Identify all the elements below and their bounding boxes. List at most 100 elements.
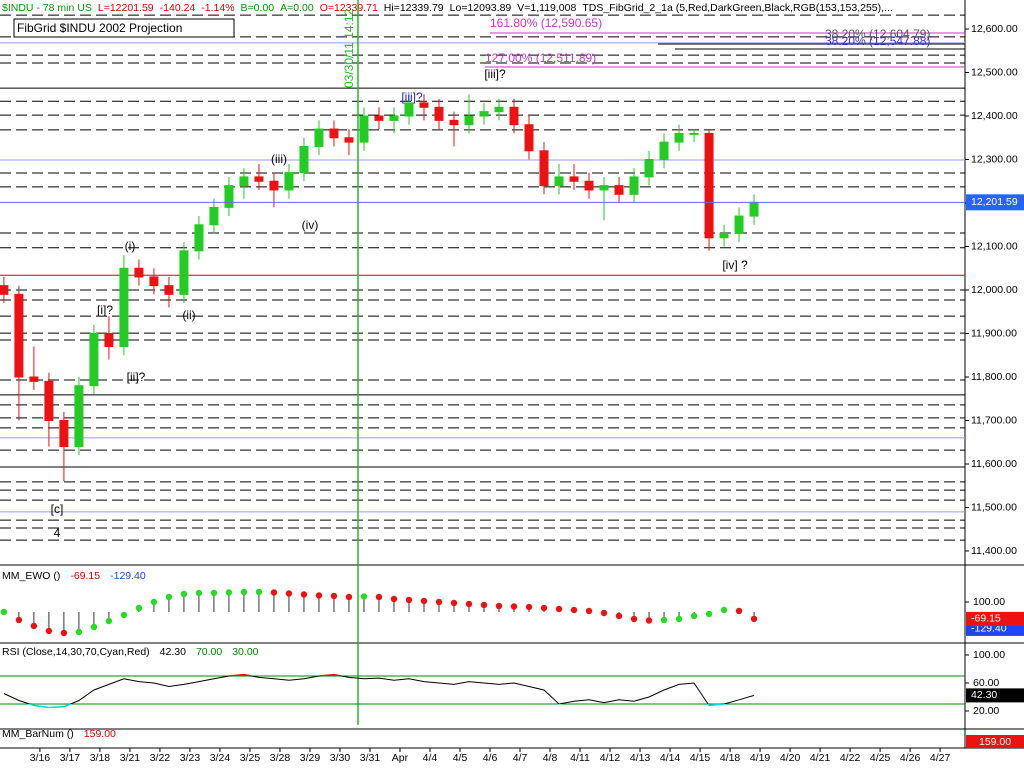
candle-body bbox=[704, 132, 714, 239]
candle-body bbox=[179, 250, 189, 295]
ewo-dot bbox=[525, 603, 533, 611]
ewo-dot bbox=[210, 589, 218, 597]
ewo-dot bbox=[120, 611, 128, 619]
x-tick-label: 3/21 bbox=[120, 752, 141, 764]
last-price-box bbox=[966, 194, 1024, 211]
panel-title-name: RSI (Close,14,30,70,Cyan,Red) bbox=[2, 646, 150, 658]
candle-body bbox=[644, 159, 654, 178]
header-segment: B=0.00 bbox=[241, 2, 275, 14]
candle-body bbox=[599, 185, 609, 191]
ewo-dot bbox=[270, 589, 278, 596]
y-tick-label: 20.00 bbox=[973, 705, 999, 717]
x-tick-label: 4/11 bbox=[570, 752, 590, 764]
header-segment: Hi=12339.79 bbox=[384, 2, 444, 14]
ewo-dot bbox=[660, 616, 668, 624]
ewo-dot bbox=[90, 623, 98, 631]
candle-body bbox=[494, 106, 504, 113]
ewo-dot bbox=[690, 612, 698, 620]
last-value-box bbox=[966, 611, 1024, 626]
header-segment: O=12339.71 bbox=[320, 2, 378, 14]
chart-title: FibGrid $INDU 2002 Projection bbox=[17, 21, 182, 35]
candle-body bbox=[359, 115, 369, 143]
candle-body bbox=[269, 180, 279, 191]
ewo-dot bbox=[135, 604, 143, 612]
y-tick-label: 100.00 bbox=[973, 649, 1005, 661]
ewo-dot bbox=[510, 603, 518, 610]
wave-label: [iii]? bbox=[401, 90, 423, 104]
x-tick-label: Apr bbox=[392, 752, 409, 764]
fib-label: 38.20% (12,547.88) bbox=[825, 34, 930, 48]
candle-body bbox=[0, 285, 9, 295]
ewo-dot bbox=[45, 627, 53, 635]
candle-body bbox=[629, 176, 639, 195]
y-tick-label: 11,500.00 bbox=[971, 501, 1017, 513]
x-tick-label: 3/18 bbox=[90, 752, 111, 764]
ewo-dot bbox=[645, 617, 653, 624]
candle-body bbox=[464, 115, 474, 126]
panel-title-value: 159.00 bbox=[84, 728, 116, 740]
x-tick-label: 4/13 bbox=[630, 752, 651, 764]
ewo-dot bbox=[555, 605, 563, 613]
last-price-label: 12,201.59 bbox=[971, 196, 1018, 208]
panel-title-value: 30.00 bbox=[232, 646, 258, 658]
x-tick-label: 4/4 bbox=[423, 752, 438, 764]
header-segment: -140.24 bbox=[160, 2, 196, 14]
ewo-dot bbox=[720, 606, 728, 614]
ewo-dot bbox=[750, 615, 758, 623]
candle-body bbox=[329, 128, 339, 139]
y-tick-label: 11,600.00 bbox=[971, 458, 1017, 470]
ewo-dot bbox=[390, 595, 398, 603]
candle-body bbox=[509, 106, 519, 126]
ewo-dot bbox=[465, 600, 473, 608]
candle-body bbox=[209, 206, 219, 226]
last-value-label: 42.30 bbox=[971, 689, 997, 701]
ewo-dot bbox=[495, 602, 503, 610]
ewo-dot bbox=[30, 622, 38, 630]
candle-body bbox=[749, 201, 759, 217]
ewo-dot bbox=[240, 588, 248, 596]
x-tick-label: 3/31 bbox=[360, 752, 381, 764]
x-tick-label: 4/26 bbox=[900, 752, 921, 764]
x-tick-label: 4/19 bbox=[750, 752, 771, 764]
ewo-dot bbox=[735, 607, 743, 615]
panel-title: MM_BarNum () 159.00 bbox=[2, 728, 116, 740]
candle-body bbox=[689, 132, 699, 135]
x-tick-label: 3/23 bbox=[180, 752, 201, 764]
y-tick-label: 11,900.00 bbox=[971, 327, 1017, 339]
candle-body bbox=[89, 333, 99, 387]
x-tick-label: 4/27 bbox=[930, 752, 951, 764]
candle-body bbox=[344, 137, 354, 143]
x-tick-label: 4/25 bbox=[870, 752, 891, 764]
panel-title-value: 42.30 bbox=[160, 646, 186, 658]
wave-label: [ii]? bbox=[127, 370, 146, 384]
ewo-dot bbox=[420, 597, 428, 605]
ewo-dot bbox=[150, 598, 158, 606]
candle-body bbox=[194, 224, 204, 252]
fib-label: 38.20% (12,604.79) bbox=[825, 27, 930, 41]
candle-body bbox=[29, 376, 39, 382]
ewo-dot bbox=[600, 609, 608, 617]
ewo-dot bbox=[330, 592, 338, 600]
candle-body bbox=[434, 106, 444, 121]
x-tick-label: 4/20 bbox=[780, 752, 801, 764]
y-tick-label: 12,300.00 bbox=[971, 153, 1018, 165]
candle-body bbox=[419, 102, 429, 108]
candle-body bbox=[584, 180, 594, 191]
x-tick-label: 3/28 bbox=[270, 752, 291, 764]
candle-body bbox=[554, 176, 564, 187]
ewo-dot bbox=[435, 598, 443, 606]
ewo-dot bbox=[75, 628, 83, 636]
x-tick-label: 4/6 bbox=[483, 752, 498, 764]
candle-body bbox=[299, 145, 309, 174]
ewo-dot bbox=[165, 593, 173, 601]
ewo-dot bbox=[315, 592, 323, 599]
header-segment: -1.14% bbox=[201, 2, 234, 14]
ewo-dot bbox=[540, 604, 548, 612]
x-tick-label: 3/29 bbox=[300, 752, 321, 764]
candle-body bbox=[449, 119, 459, 126]
y-tick-label: 100.00 bbox=[973, 596, 1005, 608]
panel-title-value: -69.15 bbox=[70, 570, 100, 582]
